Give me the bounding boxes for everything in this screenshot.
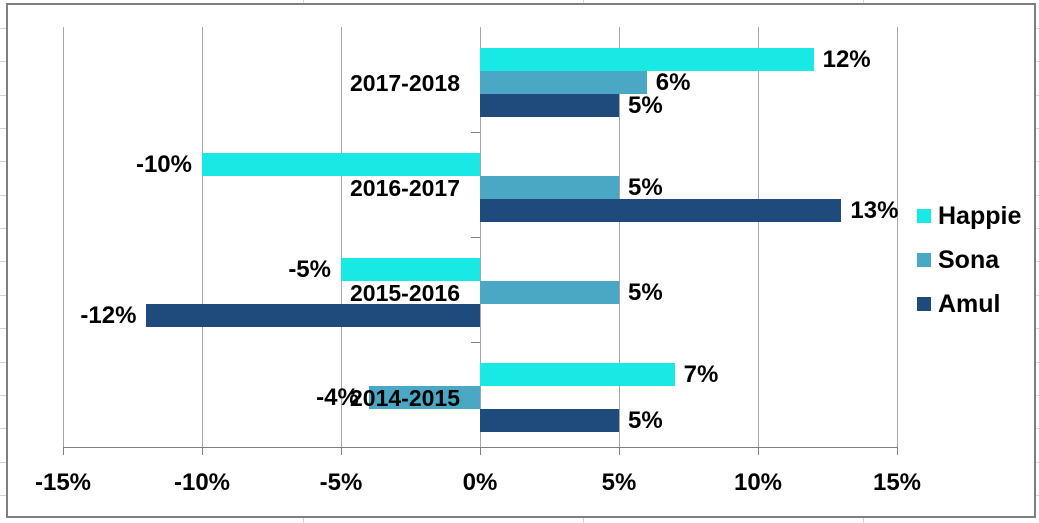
bar-happie[interactable] (480, 48, 814, 71)
category-label: 2017-2018 (350, 69, 460, 96)
bar-amul[interactable] (480, 409, 619, 432)
x-axis-line (63, 447, 898, 448)
bar-sona[interactable] (480, 71, 647, 94)
plot-gridline (63, 27, 64, 447)
value-label: 5% (628, 91, 663, 119)
value-label: -10% (135, 150, 192, 178)
x-axis-tick-label: -5% (319, 469, 363, 496)
category-label: 2015-2016 (350, 279, 460, 306)
x-axis-tick (63, 447, 64, 455)
x-axis-tick-label: -15% (34, 469, 92, 496)
bar-amul[interactable] (146, 304, 480, 327)
bar-amul[interactable] (480, 94, 619, 117)
x-axis-tick-label: -10% (173, 469, 231, 496)
category-axis-tick (471, 342, 480, 343)
value-label: 13% (850, 196, 899, 224)
x-axis-tick-label: 10% (733, 469, 783, 496)
value-label: -4% (316, 383, 359, 411)
legend-label: Amul (938, 290, 1001, 318)
x-axis-tick (758, 447, 759, 455)
x-axis-tick-label: 0% (462, 469, 498, 496)
plot-gridline (480, 27, 481, 447)
value-label: 5% (628, 278, 663, 306)
x-axis-tick (619, 447, 620, 455)
bar-sona[interactable] (368, 386, 480, 409)
plot-gridline (202, 27, 203, 447)
x-axis-tick-label: 5% (601, 469, 637, 496)
legend-item-amul[interactable]: Amul (917, 290, 1027, 318)
plot-gridline (341, 27, 342, 447)
category-label: 2014-2015 (350, 384, 460, 411)
bar-happie[interactable] (202, 153, 480, 176)
x-axis-tick (480, 447, 481, 455)
bar-amul[interactable] (480, 199, 842, 222)
bar-happie[interactable] (480, 363, 675, 386)
x-axis-tick (897, 447, 898, 455)
legend-swatch (917, 297, 931, 311)
plot-gridline (758, 27, 759, 447)
value-label: 5% (628, 406, 663, 434)
bar-happie[interactable] (341, 258, 480, 281)
x-axis-tick-label: 15% (872, 469, 922, 496)
value-label: 12% (822, 45, 871, 73)
value-label: 5% (628, 173, 663, 201)
bar-sona[interactable] (480, 281, 619, 304)
legend-item-sona[interactable]: Sona (917, 246, 1027, 274)
legend-swatch (917, 209, 931, 223)
value-label: -12% (80, 301, 137, 329)
legend-label: Sona (938, 246, 1000, 274)
plot-gridline (897, 27, 898, 447)
legend-label: Happie (938, 202, 1022, 230)
value-label: 6% (655, 68, 691, 96)
x-axis-tick (341, 447, 342, 455)
category-axis-tick (471, 132, 480, 133)
x-axis-tick (202, 447, 203, 455)
category-label: 2016-2017 (350, 174, 460, 201)
value-label: 7% (683, 360, 719, 388)
bar-sona[interactable] (480, 176, 619, 199)
value-label: -5% (288, 255, 331, 283)
legend-item-happie[interactable]: Happie (917, 202, 1027, 230)
plot-gridline (619, 27, 620, 447)
category-axis-tick (471, 237, 480, 238)
legend-swatch (917, 253, 931, 267)
